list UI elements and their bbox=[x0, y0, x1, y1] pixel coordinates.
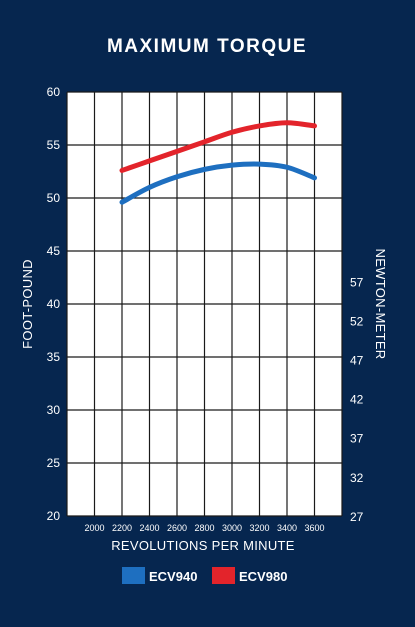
y2-tick-label: 32 bbox=[350, 471, 364, 485]
y2-tick-label: 37 bbox=[350, 432, 364, 446]
legend-label: ECV980 bbox=[239, 569, 287, 584]
x-tick-label: 2400 bbox=[139, 523, 159, 533]
x-tick-label: 3000 bbox=[222, 523, 242, 533]
y2-tick-label: 47 bbox=[350, 354, 364, 368]
y-tick-label: 50 bbox=[47, 191, 61, 205]
x-tick-label: 2600 bbox=[167, 523, 187, 533]
legend-swatch-ecv940 bbox=[122, 567, 145, 584]
x-tick-label: 3200 bbox=[249, 523, 269, 533]
y-tick-label: 45 bbox=[47, 244, 61, 258]
y-axis-ticks: 20 25 30 35 40 45 50 55 60 bbox=[47, 85, 61, 523]
legend: ECV940 ECV980 bbox=[122, 567, 287, 584]
x-axis-label: REVOLUTIONS PER MINUTE bbox=[111, 538, 295, 553]
y-tick-label: 55 bbox=[47, 138, 61, 152]
y2-tick-label: 52 bbox=[350, 314, 364, 328]
legend-swatch-ecv980 bbox=[212, 567, 235, 584]
y-axis-label: FOOT-POUND bbox=[20, 259, 35, 349]
series-line-ecv940 bbox=[119, 161, 317, 205]
x-tick-label: 2800 bbox=[194, 523, 214, 533]
y2-tick-label: 27 bbox=[350, 510, 364, 524]
y2-axis-ticks: 27 32 37 42 47 52 57 bbox=[350, 275, 364, 524]
x-tick-label: 2200 bbox=[112, 523, 132, 533]
x-axis-ticks: 2000 2200 2400 2600 2800 3000 3200 3400 3600 bbox=[84, 523, 324, 533]
x-tick-label: 2000 bbox=[84, 523, 104, 533]
series-line-ecv980 bbox=[119, 120, 317, 173]
y-tick-label: 25 bbox=[47, 456, 61, 470]
y-tick-label: 35 bbox=[47, 350, 61, 364]
chart-title: MAXIMUM TORQUE bbox=[107, 36, 307, 57]
y2-tick-label: 42 bbox=[350, 393, 364, 407]
y2-axis-label: NEWTON-METER bbox=[373, 249, 388, 360]
y-tick-label: 60 bbox=[47, 85, 61, 99]
series-lines bbox=[119, 120, 317, 205]
y2-tick-label: 57 bbox=[350, 275, 364, 289]
legend-label: ECV940 bbox=[149, 569, 197, 584]
x-tick-label: 3400 bbox=[277, 523, 297, 533]
x-tick-label: 3600 bbox=[304, 523, 324, 533]
y-tick-label: 40 bbox=[47, 297, 61, 311]
y-tick-label: 30 bbox=[47, 403, 61, 417]
y-tick-label: 20 bbox=[47, 509, 61, 523]
